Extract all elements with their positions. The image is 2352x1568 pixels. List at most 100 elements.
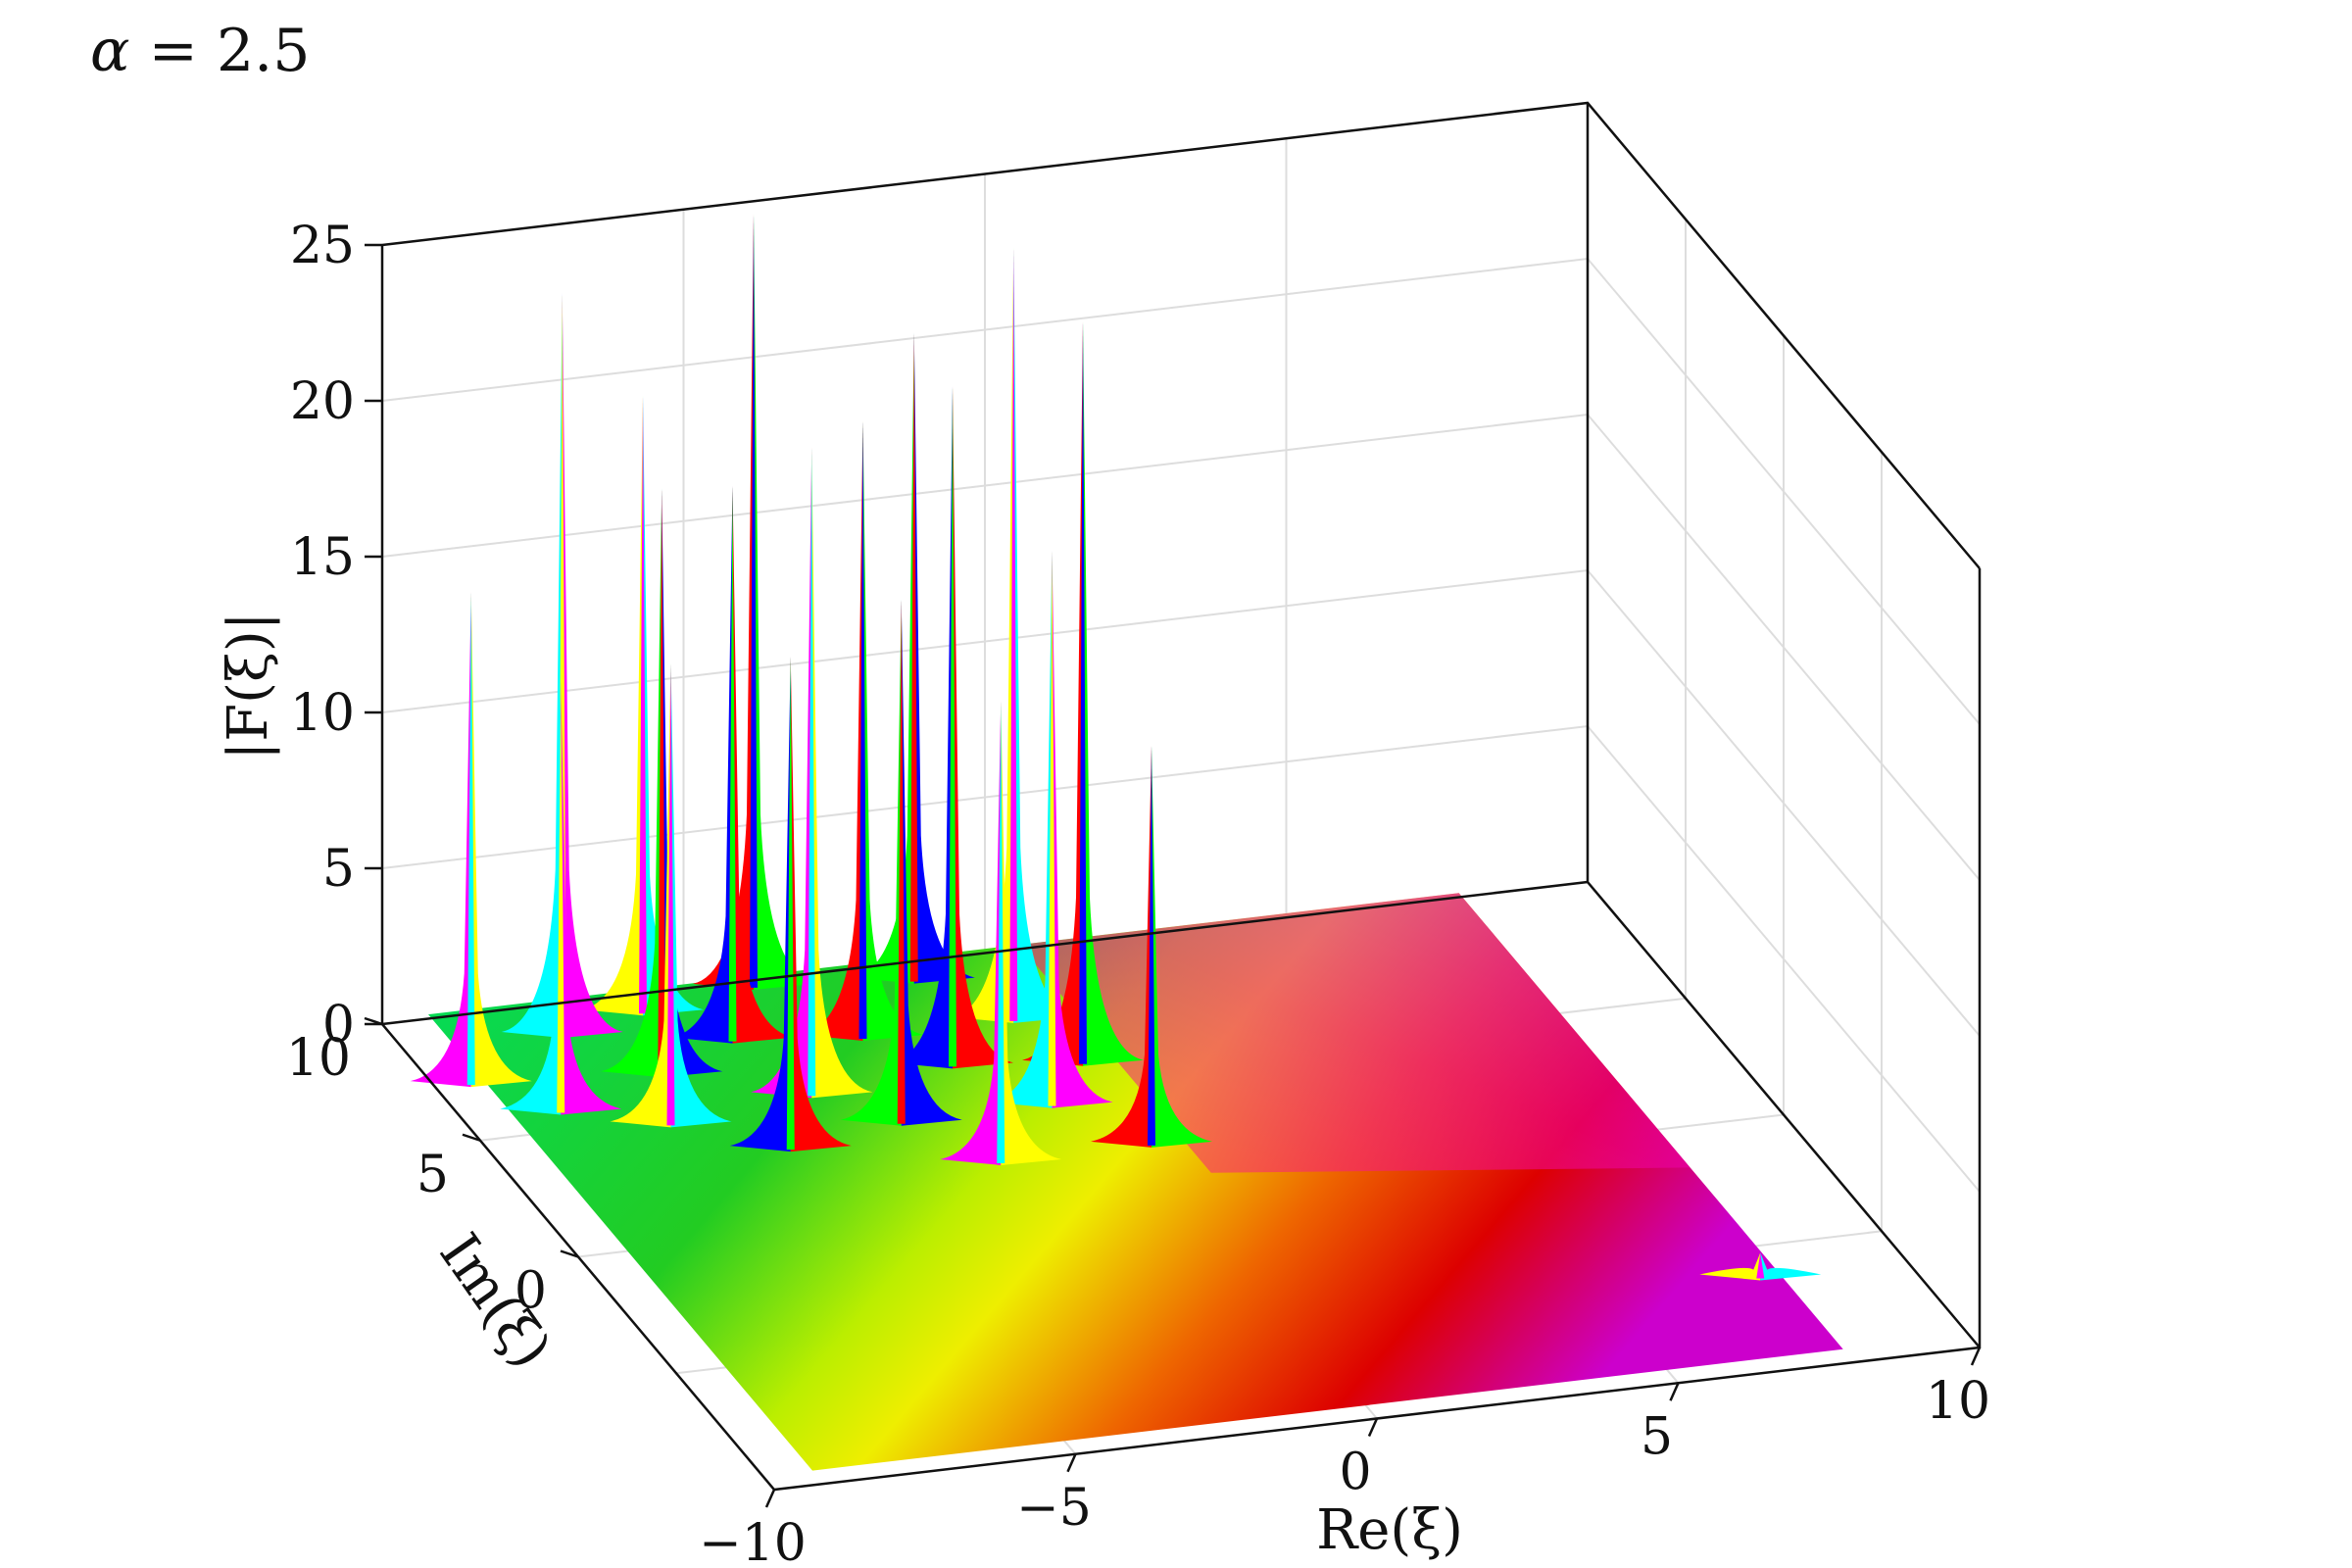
- pole-spike-left: [953, 247, 1014, 1023]
- pole-spike-right: [732, 485, 794, 1044]
- pole-spike-right: [1760, 1252, 1822, 1281]
- pole-spike: [582, 395, 704, 1016]
- pole-spike-right: [561, 681, 622, 1115]
- z-axis-title: |F(ξ)|: [217, 612, 280, 760]
- pole-spike: [991, 550, 1113, 1108]
- pole-spike: [610, 662, 732, 1128]
- pole-spike: [953, 247, 1075, 1023]
- pole-spike-right: [754, 214, 814, 990]
- x-tick-mark: [1066, 1453, 1077, 1473]
- grid-line-z: [381, 101, 1981, 569]
- pole-spike: [693, 214, 814, 990]
- x-tick-mark: [1970, 1347, 1982, 1366]
- pole-spike-core: [1148, 745, 1155, 1146]
- x-tick-mark: [1669, 1382, 1680, 1401]
- x-tick-label: 5: [1641, 1407, 1673, 1466]
- z-tick-label: 5: [322, 840, 355, 899]
- y-tick-mark: [364, 1016, 383, 1026]
- pole-spike-core: [1009, 247, 1018, 1021]
- z-tick-label: 20: [290, 372, 355, 431]
- pole-spike-core: [1048, 550, 1056, 1106]
- pole-spike: [671, 485, 794, 1044]
- pole-spike: [853, 332, 975, 984]
- pole-spike-left: [751, 447, 812, 1099]
- y-tick-label: 0: [514, 1262, 547, 1321]
- pole-spike-left: [940, 701, 1002, 1165]
- pole-spike-core: [639, 395, 647, 1014]
- z-tick-label: 15: [290, 528, 355, 587]
- pole-spike-left: [500, 681, 562, 1115]
- pole-spike-core: [658, 488, 666, 1076]
- pole-spike-right: [1001, 701, 1062, 1165]
- pole-spike: [802, 420, 924, 1041]
- pole-spike-left: [840, 599, 902, 1126]
- z-tick-label: 25: [290, 217, 355, 275]
- x-tick-mark: [764, 1489, 776, 1508]
- pole-spike-right: [670, 662, 732, 1128]
- pole-spike-right: [1052, 550, 1113, 1108]
- axes-frame-top: [381, 101, 1981, 569]
- pole-spike: [940, 701, 1062, 1165]
- y-tick-mark: [462, 1133, 481, 1142]
- pole-spike: [1091, 745, 1212, 1148]
- pole-spike-core: [666, 662, 675, 1126]
- pole-spike-left: [853, 332, 914, 984]
- pole-spike-core: [786, 656, 795, 1151]
- y-tick-mark: [560, 1250, 579, 1258]
- pole-spike-right: [1013, 247, 1075, 1023]
- pole-spike-core: [1756, 1252, 1765, 1279]
- pole-spike: [840, 599, 962, 1126]
- pole-spike-core: [997, 701, 1005, 1163]
- pole-spike-left: [582, 395, 643, 1016]
- pole-spike-left: [729, 656, 791, 1152]
- x-tick-label: −5: [1016, 1479, 1092, 1538]
- x-tick-mark: [1367, 1417, 1379, 1438]
- pole-spike-right: [1152, 745, 1212, 1148]
- pole-spike-core: [909, 332, 918, 982]
- grid-line-z: [381, 257, 1981, 725]
- x-tick-label: 0: [1339, 1444, 1371, 1502]
- pole-spike-right: [790, 656, 852, 1152]
- alpha-annotation: α = 2.5: [90, 17, 310, 85]
- pole-spike-right: [901, 599, 962, 1126]
- pole-spike-right: [643, 395, 704, 1016]
- pole-spike-core: [750, 214, 758, 988]
- pole-spike-core: [808, 447, 816, 1097]
- x-axis-title: Re(ξ): [1316, 1498, 1463, 1562]
- pole-spike-right: [811, 447, 873, 1099]
- axes-frame-back-floor: [381, 880, 1589, 1026]
- pole-spike-right: [953, 386, 1013, 1069]
- pole-spike: [892, 386, 1013, 1069]
- pole-spike-left: [693, 214, 754, 990]
- z-tick-label: 0: [322, 996, 355, 1054]
- z-tick-label: 10: [290, 684, 355, 743]
- y-tick-label: 10: [286, 1029, 351, 1088]
- pole-spike: [729, 656, 852, 1152]
- pole-spike-core: [1079, 321, 1087, 1064]
- pole-spike: [410, 591, 532, 1088]
- pole-spike-left: [1022, 321, 1083, 1066]
- y-tick-label: 5: [416, 1146, 449, 1204]
- pole-spike: [1022, 321, 1144, 1066]
- pole-spike-right: [1083, 321, 1144, 1066]
- pole-spike-left: [671, 485, 733, 1044]
- grid-line-z: [381, 413, 1981, 881]
- pole-spike: [500, 681, 622, 1115]
- pole-spike-left: [1699, 1252, 1761, 1281]
- pole-spike-right: [913, 332, 975, 984]
- pole-spike-left: [610, 662, 671, 1128]
- surface-back-region: [1018, 893, 1690, 1173]
- pole-spike-left: [601, 488, 662, 1078]
- pole-spike-core: [466, 591, 475, 1086]
- x-tick-label: −10: [699, 1514, 807, 1568]
- surface-poles: [410, 214, 1822, 1281]
- pole-spike-right: [862, 420, 924, 1041]
- pole-spike-core: [858, 420, 867, 1039]
- pole-spike-left: [1091, 745, 1152, 1148]
- pole-spike-core: [897, 599, 906, 1124]
- pole-spike-right: [562, 293, 623, 1038]
- pole-spike-left: [892, 386, 953, 1069]
- pole-spike-right: [470, 591, 532, 1088]
